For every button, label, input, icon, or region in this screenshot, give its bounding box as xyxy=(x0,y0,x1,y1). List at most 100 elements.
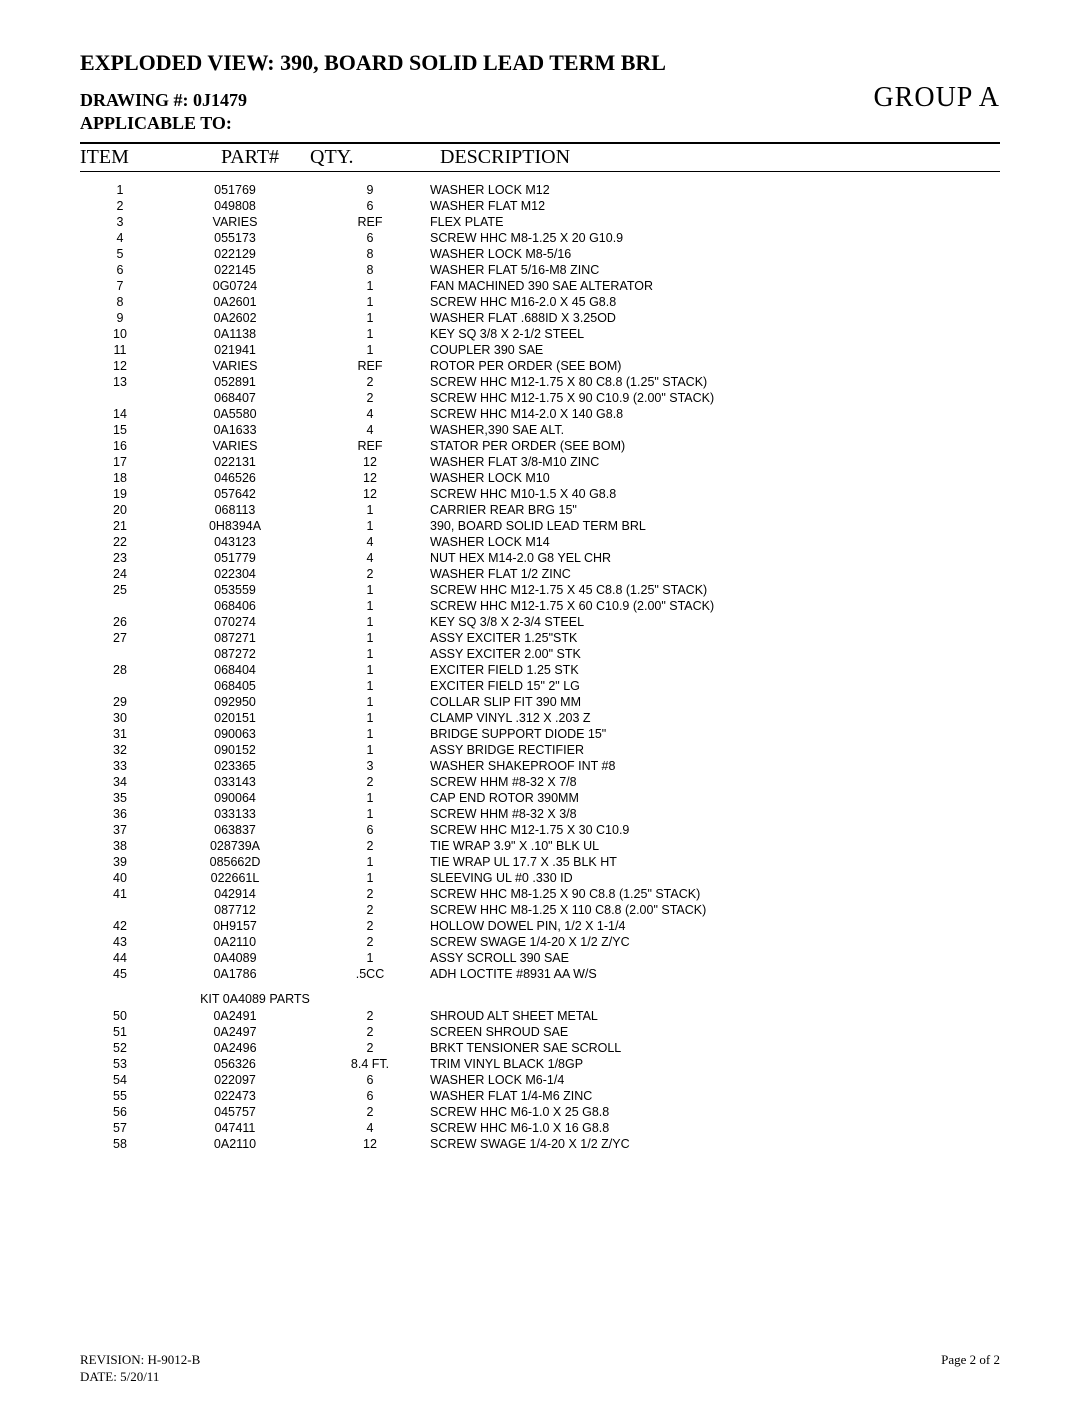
cell-desc: 390, BOARD SOLID LEAD TERM BRL xyxy=(430,518,1000,534)
cell-qty: 4 xyxy=(310,406,430,422)
cell-qty: 1 xyxy=(310,710,430,726)
col-part: PART# xyxy=(180,146,320,169)
cell-item: 23 xyxy=(80,550,160,566)
table-row: 0684061SCREW HHC M12-1.75 X 60 C10.9 (2.… xyxy=(80,598,1000,614)
table-row: 0684051EXCITER FIELD 15" 2" LG xyxy=(80,678,1000,694)
cell-item: 10 xyxy=(80,326,160,342)
cell-qty: .5CC xyxy=(310,966,430,982)
cell-part: 0H9157 xyxy=(160,918,310,934)
cell-desc: SCREW HHC M12-1.75 X 90 C10.9 (2.00" STA… xyxy=(430,390,1000,406)
cell-desc: SCREW HHC M12-1.75 X 80 C8.8 (1.25" STAC… xyxy=(430,374,1000,390)
cell-part: 056326 xyxy=(160,1056,310,1072)
cell-desc: TRIM VINYL BLACK 1/8GP xyxy=(430,1056,1000,1072)
cell-item: 11 xyxy=(80,342,160,358)
cell-part: 0A5580 xyxy=(160,406,310,422)
cell-part: 063837 xyxy=(160,822,310,838)
cell-desc: SCREW HHC M8-1.25 X 110 C8.8 (2.00" STAC… xyxy=(430,902,1000,918)
table-row: 260702741KEY SQ 3/8 X 2-3/4 STEEL xyxy=(80,614,1000,630)
cell-qty: 1 xyxy=(310,678,430,694)
cell-qty: REF xyxy=(310,358,430,374)
cell-desc: KEY SQ 3/8 X 2-1/2 STEEL xyxy=(430,326,1000,342)
table-row: 0877122SCREW HHC M8-1.25 X 110 C8.8 (2.0… xyxy=(80,902,1000,918)
cell-desc: SCREW SWAGE 1/4-20 X 1/2 Z/YC xyxy=(430,934,1000,950)
footer-page: Page 2 of 2 xyxy=(941,1352,1000,1386)
cell-item: 39 xyxy=(80,854,160,870)
cell-item: 7 xyxy=(80,278,160,294)
cell-desc: WASHER FLAT 3/8-M10 ZINC xyxy=(430,454,1000,470)
cell-desc: SCREEN SHROUD SAE xyxy=(430,1024,1000,1040)
table-row: 230517794NUT HEX M14-2.0 G8 YEL CHR xyxy=(80,550,1000,566)
divider-header xyxy=(80,171,1000,172)
cell-item: 55 xyxy=(80,1088,160,1104)
cell-qty: 1 xyxy=(310,694,430,710)
cell-item: 28 xyxy=(80,662,160,678)
cell-item: 15 xyxy=(80,422,160,438)
table-row: 1804652612WASHER LOCK M10 xyxy=(80,470,1000,486)
cell-desc: SCREW HHC M16-2.0 X 45 G8.8 xyxy=(430,294,1000,310)
table-row: 280684041EXCITER FIELD 1.25 STK xyxy=(80,662,1000,678)
cell-qty: REF xyxy=(310,438,430,454)
cell-item: 43 xyxy=(80,934,160,950)
cell-qty: 12 xyxy=(310,470,430,486)
cell-item: 2 xyxy=(80,198,160,214)
cell-part: 085662D xyxy=(160,854,310,870)
table-row: 540220976WASHER LOCK M6-1/4 xyxy=(80,1072,1000,1088)
cell-part: 0A2496 xyxy=(160,1040,310,1056)
applicable-to: APPLICABLE TO: xyxy=(80,112,247,135)
cell-qty: 1 xyxy=(310,870,430,886)
table-row: 290929501COLLAR SLIP FIT 390 MM xyxy=(80,694,1000,710)
cell-desc: ASSY SCROLL 390 SAE xyxy=(430,950,1000,966)
cell-qty: 6 xyxy=(310,1072,430,1088)
table-row: 20498086WASHER FLAT M12 xyxy=(80,198,1000,214)
cell-item: 22 xyxy=(80,534,160,550)
cell-part: 090064 xyxy=(160,790,310,806)
table-row: 130528912SCREW HHC M12-1.75 X 80 C8.8 (1… xyxy=(80,374,1000,390)
cell-part: 0H8394A xyxy=(160,518,310,534)
cell-qty: 6 xyxy=(310,198,430,214)
group-label: GROUP A xyxy=(873,82,1000,114)
cell-desc: KEY SQ 3/8 X 2-3/4 STEEL xyxy=(430,614,1000,630)
cell-part: 087272 xyxy=(160,646,310,662)
cell-item: 19 xyxy=(80,486,160,502)
cell-desc: CARRIER REAR BRG 15" xyxy=(430,502,1000,518)
cell-qty: 6 xyxy=(310,1088,430,1104)
cell-qty: 2 xyxy=(310,566,430,582)
cell-qty: 2 xyxy=(310,1104,430,1120)
table-row: 310900631BRIDGE SUPPORT DIODE 15" xyxy=(80,726,1000,742)
cell-part: 068113 xyxy=(160,502,310,518)
cell-part: 045757 xyxy=(160,1104,310,1120)
cell-qty: 1 xyxy=(310,278,430,294)
cell-qty: 2 xyxy=(310,886,430,902)
table-row: 330233653WASHER SHAKEPROOF INT #8 xyxy=(80,758,1000,774)
cell-desc: SLEEVING UL #0 .330 ID xyxy=(430,870,1000,886)
cell-part: 0G0724 xyxy=(160,278,310,294)
cell-qty: 1 xyxy=(310,502,430,518)
cell-part: 020151 xyxy=(160,710,310,726)
cell-item: 35 xyxy=(80,790,160,806)
table-row: 1905764212SCREW HHC M10-1.5 X 40 G8.8 xyxy=(80,486,1000,502)
cell-item: 38 xyxy=(80,838,160,854)
cell-item: 5 xyxy=(80,246,160,262)
cell-item: 41 xyxy=(80,886,160,902)
cell-desc: BRKT TENSIONER SAE SCROLL xyxy=(430,1040,1000,1056)
cell-item: 20 xyxy=(80,502,160,518)
table-row: 90A26021WASHER FLAT .688ID X 3.25OD xyxy=(80,310,1000,326)
cell-qty: 2 xyxy=(310,918,430,934)
table-row: 250535591SCREW HHC M12-1.75 X 45 C8.8 (1… xyxy=(80,582,1000,598)
cell-desc: TIE WRAP UL 17.7 X .35 BLK HT xyxy=(430,854,1000,870)
cell-part: 0A1633 xyxy=(160,422,310,438)
footer: REVISION: H-9012-B DATE: 5/20/11 Page 2 … xyxy=(80,1352,1000,1386)
cell-desc: SCREW HHC M10-1.5 X 40 G8.8 xyxy=(430,486,1000,502)
table-row: 210H8394A1390, BOARD SOLID LEAD TERM BRL xyxy=(80,518,1000,534)
cell-qty: 4 xyxy=(310,1120,430,1136)
cell-item: 56 xyxy=(80,1104,160,1120)
cell-item: 31 xyxy=(80,726,160,742)
cell-item: 44 xyxy=(80,950,160,966)
cell-qty: 1 xyxy=(310,630,430,646)
cell-item: 50 xyxy=(80,1008,160,1024)
cell-part: 068405 xyxy=(160,678,310,694)
cell-part: 068407 xyxy=(160,390,310,406)
cell-item xyxy=(80,646,160,662)
cell-part: 043123 xyxy=(160,534,310,550)
cell-part: 0A2602 xyxy=(160,310,310,326)
